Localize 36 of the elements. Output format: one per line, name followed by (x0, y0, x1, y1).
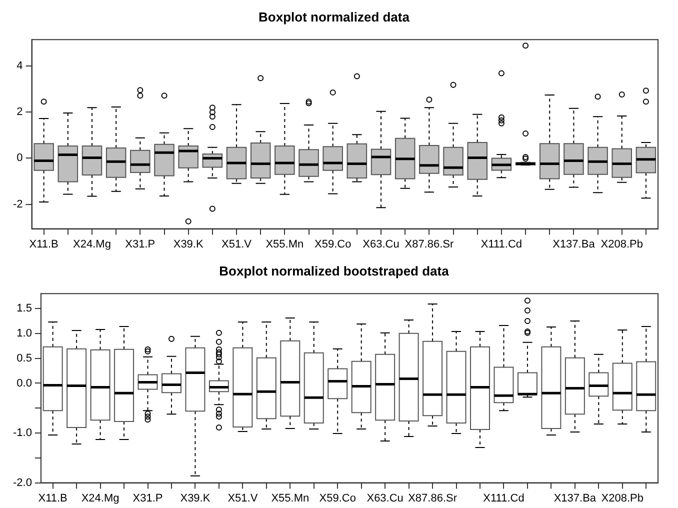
x-tick-label: X208.Pb (600, 238, 643, 250)
x-tick-label: X208.Pb (601, 492, 644, 504)
x-tick-label: X24.Mg (73, 238, 111, 250)
x-tick-label: X63.Cu (362, 238, 400, 250)
y-tick-label: 0 (16, 152, 23, 164)
x-tick-label: X137.Ba (554, 492, 597, 504)
x-tick-label: X59.Co (319, 492, 356, 504)
x-tick-label: X39.K (180, 492, 211, 504)
x-tick-label: X59.Co (314, 238, 352, 250)
chart-title: Boxplot normalized data (258, 9, 410, 24)
x-tick-label: X111.Cd (483, 492, 524, 504)
x-tick-label: X55.Mn (271, 492, 310, 504)
x-tick-label: X24.Mg (81, 492, 120, 504)
x-tick-label: X31.P (125, 238, 156, 250)
y-tick-label: 2 (16, 106, 23, 118)
x-tick-label: X39.K (173, 238, 204, 250)
x-tick-label: X87.86.Sr (404, 238, 454, 250)
x-tick-label: X11.B (29, 238, 58, 250)
y-tick-label: -2.0 (12, 476, 32, 489)
x-tick-label: X11.B (38, 492, 68, 504)
y-tick-label: 1.0 (16, 327, 32, 340)
y-tick-label: 0.5 (16, 352, 32, 364)
y-tick-label: -2 (13, 198, 23, 210)
y-tick-label: 0.0 (16, 377, 32, 390)
x-tick-label: X55.Mn (266, 238, 304, 250)
x-tick-label: X137.Ba (552, 238, 596, 250)
x-tick-label: X63.Cu (366, 492, 404, 504)
x-tick-label: X87.86.Sr (408, 492, 458, 504)
chart-title: Boxplot normalized bootstraped data (219, 263, 450, 278)
y-tick-label: -1.0 (12, 427, 32, 440)
x-tick-label: X31.P (132, 492, 163, 504)
x-tick-label: X51.V (222, 238, 252, 250)
x-tick-label: X111.Cd (480, 238, 522, 250)
x-tick-label: X51.V (228, 492, 258, 504)
y-tick-label: 1.5 (16, 302, 32, 315)
y-tick-label: 4 (16, 60, 23, 72)
